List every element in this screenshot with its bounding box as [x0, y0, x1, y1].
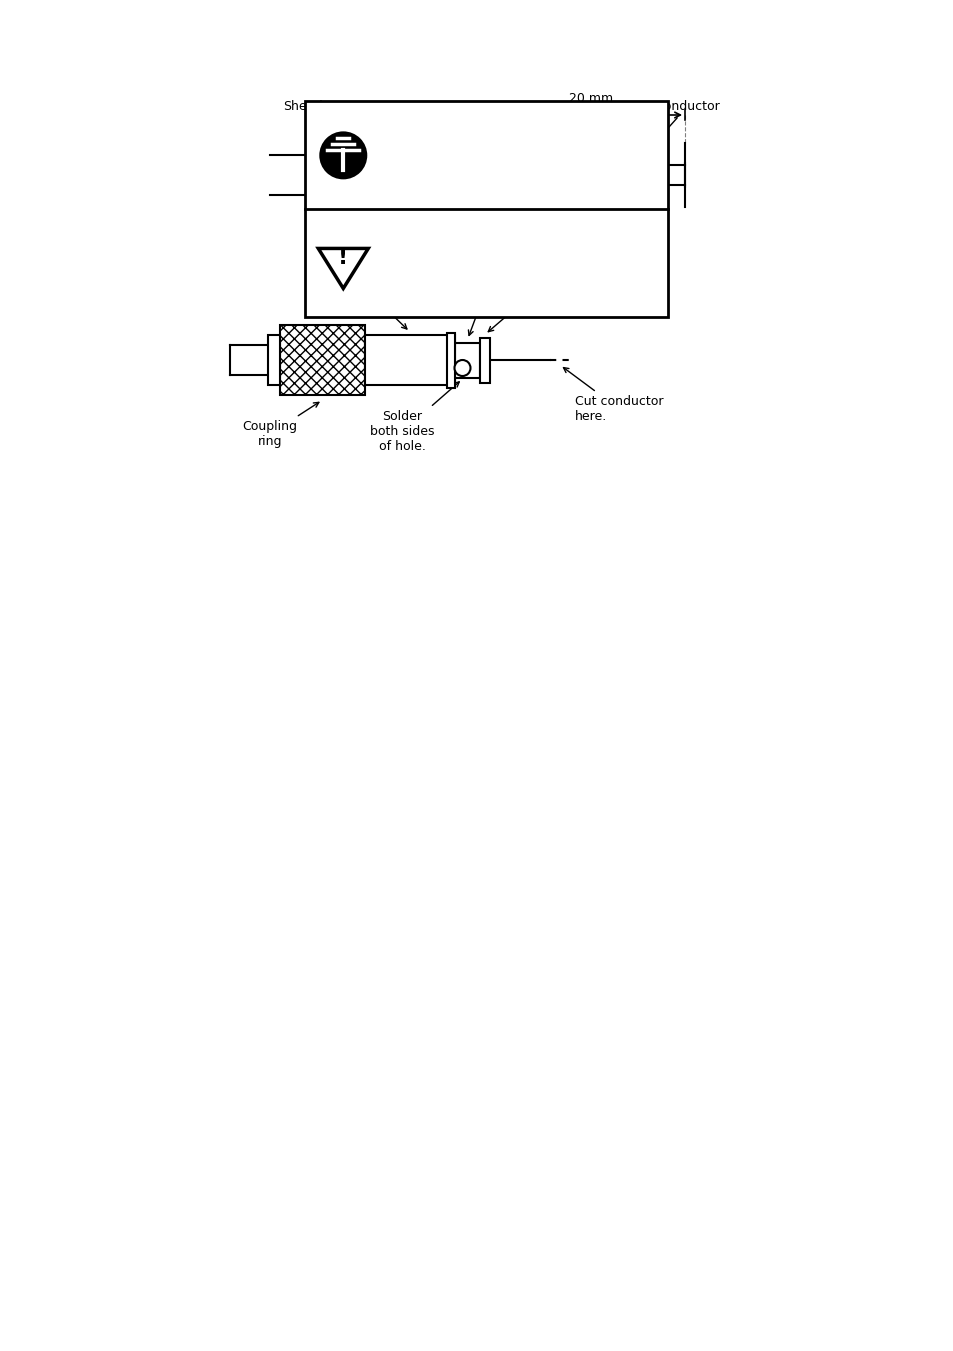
Text: 2 mm: 2 mm	[548, 112, 584, 126]
Text: !: !	[338, 249, 348, 269]
Bar	[497, 145, 553, 205]
Text: Sheath: Sheath	[283, 100, 356, 162]
Bar	[305, 101, 667, 317]
Text: 20 mm: 20 mm	[569, 92, 613, 105]
Text: Plug
assembly: Plug assembly	[315, 255, 407, 330]
Text: Conductor: Conductor	[638, 100, 719, 162]
Bar	[497, 145, 553, 205]
Circle shape	[454, 359, 470, 376]
Text: Cut conductor
here.: Cut conductor here.	[563, 367, 662, 423]
Text: Insulator: Insulator	[555, 213, 610, 263]
Text: Solder: Solder	[488, 255, 589, 332]
Bar	[268, 335, 280, 385]
Bar	[447, 332, 455, 388]
Bar	[280, 326, 365, 394]
Text: Braided
shield: Braided shield	[453, 212, 521, 263]
Bar	[479, 338, 490, 382]
Text: Contact
sleeve: Contact sleeve	[468, 226, 529, 335]
Circle shape	[319, 131, 367, 180]
Bar	[280, 326, 365, 394]
Text: Coupling
ring: Coupling ring	[242, 403, 318, 449]
Bar	[455, 343, 479, 377]
Bar	[365, 335, 455, 385]
Text: Solder
both sides
of hole.: Solder both sides of hole.	[370, 382, 458, 453]
Text: 5 mm: 5 mm	[507, 112, 543, 126]
Polygon shape	[318, 249, 368, 289]
